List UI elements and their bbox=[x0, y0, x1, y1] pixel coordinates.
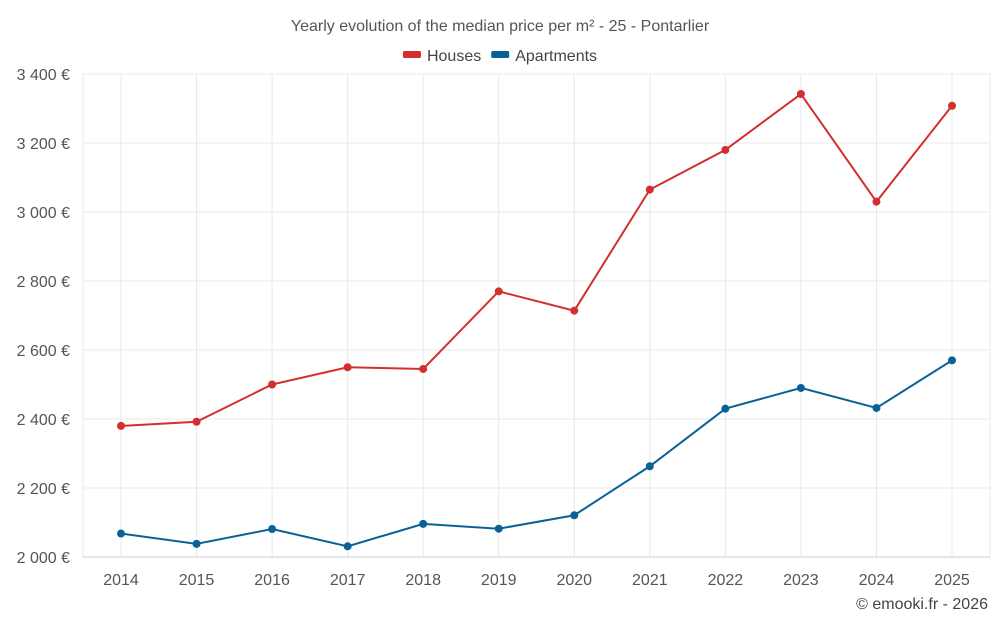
data-point-houses[interactable] bbox=[494, 287, 503, 296]
data-point-apartments[interactable] bbox=[872, 403, 881, 412]
data-point-houses[interactable] bbox=[192, 417, 201, 426]
legend-swatch bbox=[491, 51, 510, 58]
x-tick-label: 2020 bbox=[556, 572, 592, 589]
y-tick-label: 2 800 € bbox=[17, 274, 70, 291]
data-point-apartments[interactable] bbox=[419, 519, 428, 528]
data-point-apartments[interactable] bbox=[117, 529, 125, 538]
data-point-houses[interactable] bbox=[268, 380, 277, 389]
x-tick-label: 2023 bbox=[783, 572, 819, 589]
data-point-houses[interactable] bbox=[796, 90, 805, 99]
x-tick-label: 2022 bbox=[708, 572, 744, 589]
y-tick-label: 2 200 € bbox=[17, 481, 70, 498]
data-point-apartments[interactable] bbox=[268, 525, 277, 534]
data-point-apartments[interactable] bbox=[721, 404, 730, 413]
y-tick-label: 2 000 € bbox=[17, 550, 70, 567]
legend-item-houses[interactable]: Houses bbox=[402, 48, 481, 65]
x-tick-label: 2024 bbox=[859, 572, 895, 589]
data-point-apartments[interactable] bbox=[494, 524, 503, 533]
y-tick-label: 2 400 € bbox=[17, 412, 70, 429]
legend-swatch bbox=[402, 51, 421, 58]
legend-label: Apartments bbox=[515, 48, 597, 65]
data-point-houses[interactable] bbox=[721, 145, 730, 154]
legend-item-apartments[interactable]: Apartments bbox=[491, 48, 597, 65]
y-tick-label: 3 000 € bbox=[17, 205, 70, 222]
data-point-apartments[interactable] bbox=[343, 542, 352, 551]
data-point-houses[interactable] bbox=[343, 363, 352, 372]
data-point-apartments[interactable] bbox=[645, 462, 654, 471]
data-point-houses[interactable] bbox=[570, 306, 579, 315]
chart-title: Yearly evolution of the median price per… bbox=[291, 18, 710, 35]
x-tick-label: 2018 bbox=[405, 572, 441, 589]
x-tick-label: 2015 bbox=[179, 572, 215, 589]
series-houses bbox=[117, 90, 956, 430]
series-layer bbox=[117, 90, 956, 551]
data-point-apartments[interactable] bbox=[948, 356, 956, 365]
legend: Houses Apartments bbox=[402, 48, 597, 65]
grid bbox=[82, 73, 991, 558]
series-apartments bbox=[117, 356, 956, 551]
data-point-apartments[interactable] bbox=[796, 383, 805, 392]
axes: 2 000 € 2 200 € 2 400 € 2 600 € 2 800 € 3 000… bbox=[17, 67, 990, 589]
data-point-apartments[interactable] bbox=[192, 539, 201, 548]
data-point-houses[interactable] bbox=[948, 101, 956, 110]
copyright-text: © emooki.fr - 2026 bbox=[856, 596, 988, 613]
x-tick-label: 2017 bbox=[330, 572, 366, 589]
data-point-apartments[interactable] bbox=[570, 511, 579, 520]
data-point-houses[interactable] bbox=[645, 185, 654, 194]
legend-label: Houses bbox=[427, 48, 481, 65]
data-point-houses[interactable] bbox=[419, 364, 428, 373]
data-point-houses[interactable] bbox=[117, 421, 125, 430]
x-tick-label: 2019 bbox=[481, 572, 517, 589]
x-tick-label: 2021 bbox=[632, 572, 668, 589]
x-tick-label: 2025 bbox=[934, 572, 970, 589]
y-tick-label: 3 200 € bbox=[17, 136, 70, 153]
y-tick-label: 2 600 € bbox=[17, 343, 70, 360]
series-line-houses bbox=[120, 92, 953, 427]
y-tick-label: 3 400 € bbox=[17, 67, 70, 84]
x-tick-label: 2016 bbox=[254, 572, 290, 589]
data-point-houses[interactable] bbox=[872, 197, 881, 206]
x-tick-label: 2014 bbox=[103, 572, 139, 589]
series-line-apartments bbox=[120, 359, 953, 548]
